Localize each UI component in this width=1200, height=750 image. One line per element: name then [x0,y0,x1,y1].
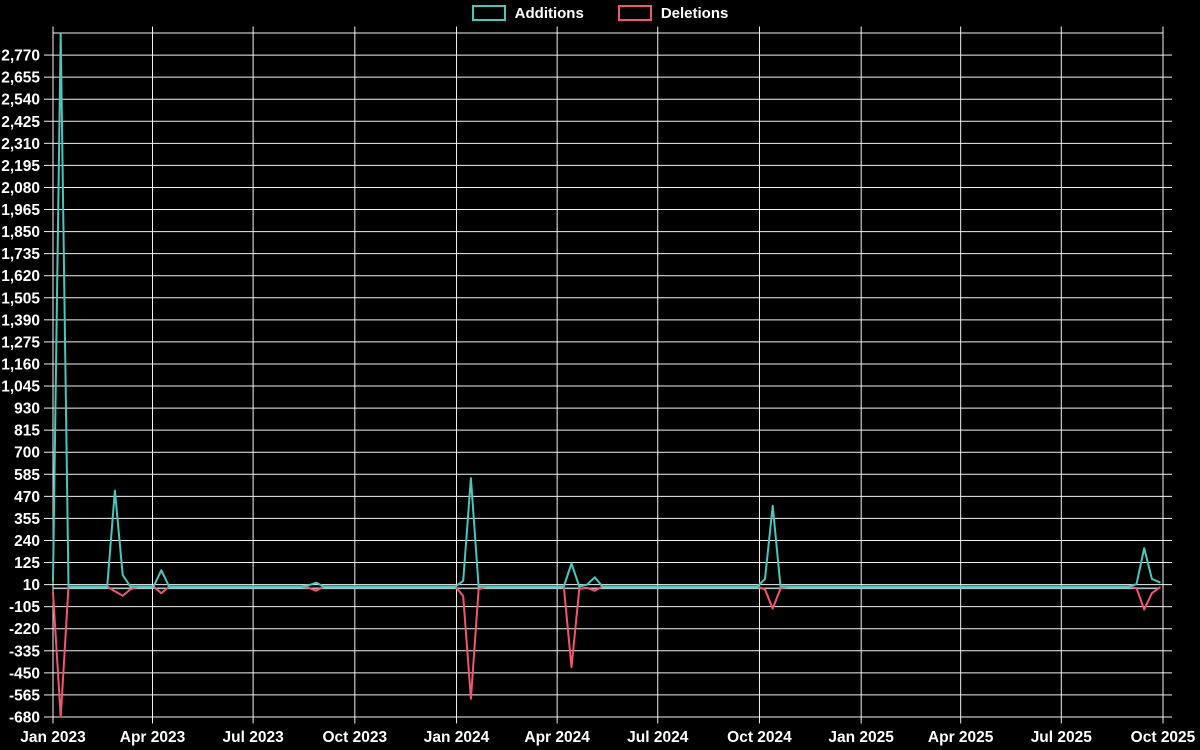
x-tick-label: Apr 2024 [524,729,590,746]
y-tick-label: 700 [14,445,40,462]
additions-swatch-icon [471,5,506,21]
y-tick-label: 2,655 [1,70,40,87]
legend-label-additions: Additions [514,4,584,22]
chart-legend: Additions Deletions [0,5,1200,21]
y-tick-label: 2,195 [1,158,40,175]
y-tick-label: 585 [14,467,40,484]
deletions-line [52,585,1161,718]
y-tick-label: 2,080 [1,180,40,197]
y-tick-label: 125 [14,555,40,572]
y-tick-label: -450 [9,665,40,682]
y-tick-label: 2,770 [1,48,40,65]
x-tick-label: Apr 2023 [120,729,186,746]
y-tick-label: 240 [14,533,40,550]
y-tick-label: -335 [9,643,40,660]
plot-frame [52,32,1164,718]
x-tick-label: Jan 2023 [20,729,86,746]
legend-item-deletions[interactable]: Deletions [617,4,729,22]
x-tick-label: Jul 2024 [627,729,689,746]
y-tick-label: 1,390 [1,312,40,329]
legend-label-deletions: Deletions [660,4,729,22]
y-tick-label: 930 [14,401,40,418]
y-tick-label: 355 [14,511,40,528]
y-tick-label: 815 [14,423,40,440]
y-tick-label: 1,850 [1,224,40,241]
y-tick-label: -680 [9,710,40,727]
x-tick-label: Oct 2023 [323,729,388,746]
y-tick-label: -220 [9,621,40,638]
y-tick-label: 1,160 [1,356,40,373]
x-tick-label: Oct 2025 [1131,729,1196,746]
legend-item-additions[interactable]: Additions [471,4,584,22]
deletions-swatch-icon [617,5,652,21]
y-tick-label: -105 [9,599,40,616]
y-tick-label: 1,505 [1,290,40,307]
y-tick-label: 1,620 [1,268,40,285]
x-tick-label: Jul 2025 [1031,729,1093,746]
y-tick-label: 10 [23,577,40,594]
y-tick-label: 2,310 [1,136,40,153]
x-tick-label: Jul 2023 [223,729,285,746]
y-tick-label: 2,540 [1,92,40,109]
x-tick-label: Apr 2025 [928,729,994,746]
y-tick-label: 1,965 [1,202,40,219]
x-tick-label: Jan 2024 [424,729,490,746]
x-tick-label: Jan 2025 [828,729,894,746]
x-tick-label: Oct 2024 [727,729,792,746]
y-tick-label: -565 [9,687,40,704]
additions-line [52,33,1161,588]
y-tick-label: 470 [14,489,40,506]
y-tick-label: 2,425 [1,114,40,131]
y-tick-label: 1,275 [1,334,40,351]
y-tick-label: 1,735 [1,246,40,263]
y-tick-label: 1,045 [1,379,40,396]
